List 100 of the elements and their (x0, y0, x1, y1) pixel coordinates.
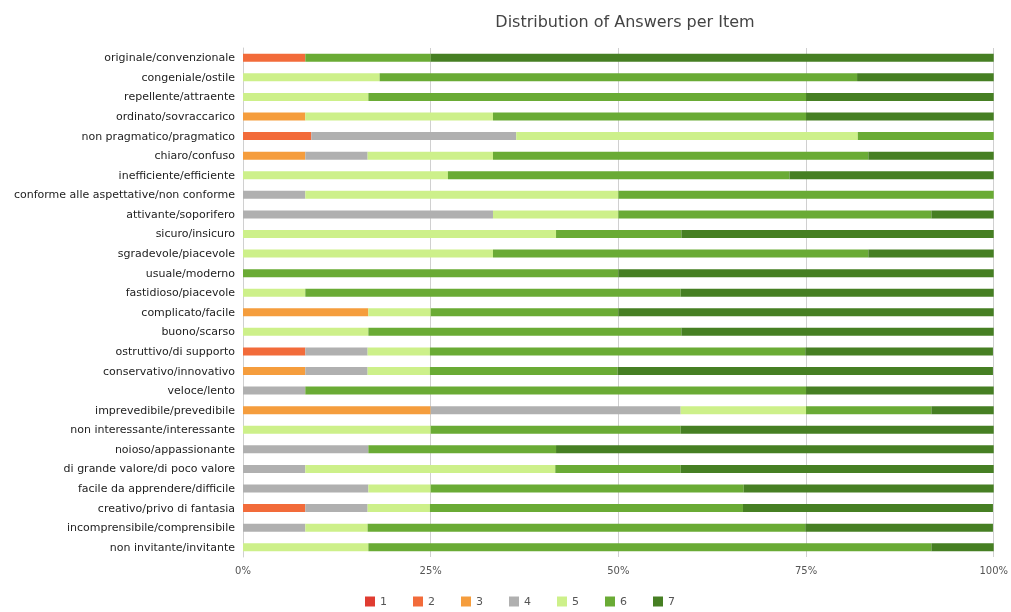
bar (243, 53, 306, 62)
legend-label: 7 (667, 595, 675, 608)
bar (305, 190, 619, 199)
y-tick-label: buono/scarso (161, 325, 236, 339)
bar (681, 327, 994, 336)
legend-label: 4 (524, 595, 531, 608)
bar (368, 445, 557, 454)
bar (305, 151, 368, 160)
bar (243, 171, 448, 180)
bar (492, 151, 869, 160)
bar (367, 367, 430, 376)
y-tick-label: repellente/attraente (124, 90, 236, 104)
x-tick-label: 0% (235, 564, 251, 576)
y-tick-label: noioso/appassionante (114, 442, 236, 456)
bar (305, 112, 493, 121)
bar (243, 327, 369, 336)
y-tick-label: inefficiente/efficiente (118, 168, 236, 182)
bar (556, 445, 994, 454)
bar (243, 347, 306, 356)
y-tick-label: veloce/lento (167, 384, 236, 398)
bar (680, 464, 994, 473)
bar (492, 210, 619, 219)
legend-label: 2 (428, 595, 435, 608)
bar (368, 327, 682, 336)
bar (430, 308, 619, 317)
y-tick-label: chiaro/confuso (154, 149, 236, 163)
y-tick-label: sgradevole/piacevole (117, 247, 236, 261)
y-tick-label: complicato/facile (141, 305, 236, 319)
bar (305, 53, 431, 62)
bar (305, 347, 368, 356)
bar (243, 445, 369, 454)
bar (430, 406, 681, 415)
bar (806, 386, 994, 395)
y-tick-label: fastidioso/piacevole (125, 286, 236, 300)
legend-label: 3 (476, 595, 483, 608)
bar (857, 73, 994, 82)
legend-label: 6 (619, 595, 627, 608)
bar (367, 523, 806, 532)
bar (857, 132, 994, 141)
bar (618, 308, 994, 317)
bar (243, 112, 306, 121)
bar (243, 92, 369, 101)
bar (379, 73, 858, 82)
legend-label: 1 (380, 595, 387, 608)
bar (555, 464, 681, 473)
bar (430, 425, 681, 434)
y-tick-label: conforme alle aspettative/non conforme (13, 188, 236, 202)
bar (243, 367, 306, 376)
bar (430, 53, 994, 62)
bar (243, 386, 306, 395)
bar (243, 73, 380, 82)
bar (305, 386, 807, 395)
bar (243, 132, 312, 141)
bar (367, 504, 430, 513)
bar (680, 425, 994, 434)
bar (931, 210, 994, 219)
bar (243, 464, 306, 473)
bar (243, 504, 306, 513)
x-tick-label: 25% (419, 564, 442, 576)
bar (311, 132, 517, 141)
bar (243, 484, 369, 493)
y-tick-label: originale/convenzionale (104, 51, 236, 65)
y-tick-label: usuale/moderno (145, 266, 236, 280)
y-tick-label: non interessante/interessante (70, 423, 236, 437)
bar (806, 406, 932, 415)
bar (556, 229, 682, 238)
legend-label: 5 (571, 595, 579, 608)
bar (243, 543, 369, 552)
bar (680, 406, 807, 415)
bar (430, 484, 744, 493)
bar (931, 406, 994, 415)
bar (868, 249, 994, 258)
bar (618, 190, 994, 199)
bar (243, 308, 369, 317)
y-tick-label: non invitante/invitante (109, 540, 236, 554)
bar (243, 151, 306, 160)
bar (868, 151, 994, 160)
bar (429, 504, 743, 513)
bar (243, 269, 619, 278)
bar (243, 190, 306, 199)
y-tick-label: non pragmatico/pragmatico (81, 129, 236, 143)
bar (743, 484, 994, 493)
bar (805, 523, 993, 532)
x-tick-label: 75% (794, 564, 818, 576)
bar (805, 347, 993, 356)
bar (243, 229, 557, 238)
y-tick-label: incomprensibile/comprensibile (66, 521, 236, 535)
bar (618, 210, 932, 219)
y-tick-label: sicuro/insicuro (155, 227, 236, 241)
bar (243, 406, 431, 415)
bar (368, 484, 431, 493)
chart-title: Distribution of Answers per Item (495, 11, 755, 31)
bar (368, 543, 932, 552)
bar (305, 464, 556, 473)
y-tick-label: attivante/soporifero (126, 207, 236, 221)
y-tick-label: conservativo/innovativo (103, 364, 236, 378)
bar (680, 288, 994, 297)
y-tick-label: imprevedibile/prevedibile (95, 403, 236, 417)
bar (429, 367, 618, 376)
bar (742, 504, 993, 513)
